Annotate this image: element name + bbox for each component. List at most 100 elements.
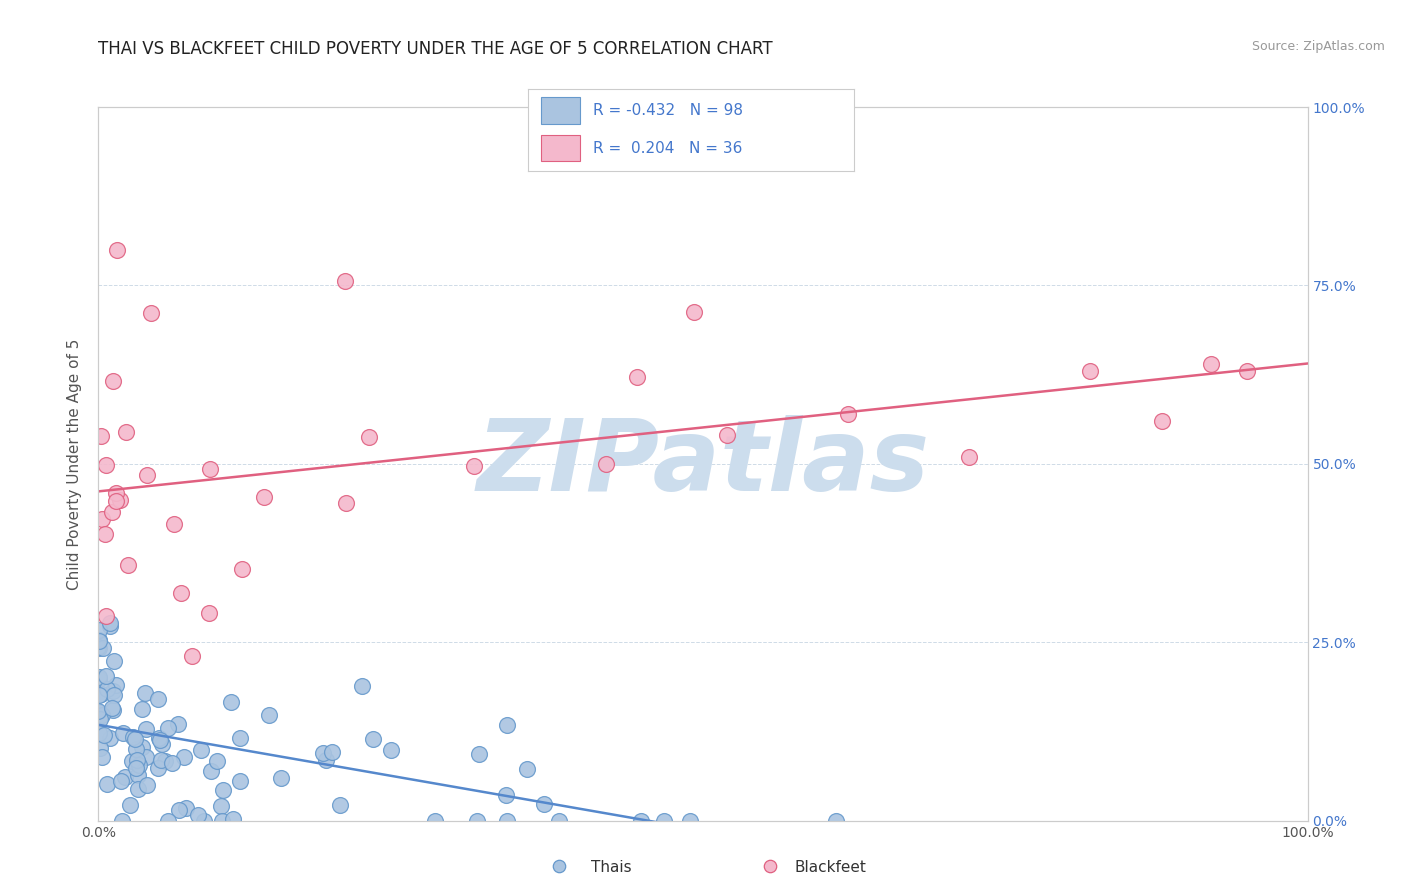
Point <box>361 731 384 746</box>
Bar <box>541 136 579 161</box>
Point <box>270 771 292 785</box>
Point <box>87 706 110 720</box>
Point <box>335 496 357 510</box>
Point <box>103 703 125 717</box>
Point <box>127 753 149 767</box>
Point <box>200 461 222 475</box>
Point <box>595 457 617 471</box>
Text: Thais: Thais <box>591 860 631 874</box>
Point <box>118 798 141 813</box>
Point <box>1199 357 1222 371</box>
Point <box>496 814 519 828</box>
Point <box>467 747 489 761</box>
Point <box>496 717 519 731</box>
Point <box>1236 364 1258 378</box>
Point <box>87 688 110 702</box>
Point <box>93 728 115 742</box>
Point <box>89 712 111 726</box>
Point <box>228 731 250 746</box>
Point <box>193 814 215 828</box>
Point <box>425 814 447 828</box>
Point <box>101 684 124 698</box>
Point <box>170 586 193 600</box>
Point <box>94 669 117 683</box>
Point <box>626 370 648 384</box>
Point <box>124 732 146 747</box>
Point <box>148 731 170 746</box>
Point <box>94 527 117 541</box>
Point <box>533 797 555 811</box>
Point <box>127 781 149 796</box>
Point <box>205 754 228 768</box>
Point <box>228 773 250 788</box>
Point <box>101 701 124 715</box>
Text: THAI VS BLACKFEET CHILD POVERTY UNDER THE AGE OF 5 CORRELATION CHART: THAI VS BLACKFEET CHILD POVERTY UNDER TH… <box>98 40 773 58</box>
Point <box>211 814 233 828</box>
Point <box>93 640 115 655</box>
Point <box>198 606 221 620</box>
Point <box>350 679 373 693</box>
Y-axis label: Child Poverty Under the Age of 5: Child Poverty Under the Age of 5 <box>67 338 83 590</box>
Point <box>630 814 652 828</box>
Point <box>548 858 571 872</box>
Point <box>114 770 136 784</box>
Point <box>105 243 128 257</box>
Point <box>200 764 222 779</box>
Point <box>824 814 846 828</box>
Point <box>124 761 146 775</box>
Point <box>131 740 153 755</box>
Point <box>465 814 488 828</box>
Point <box>94 609 117 624</box>
Point <box>359 430 381 444</box>
Point <box>335 274 357 288</box>
Point <box>181 648 204 663</box>
Point <box>89 634 111 648</box>
Point <box>128 758 150 772</box>
Point <box>96 682 118 697</box>
Point <box>149 733 172 747</box>
Point <box>112 726 135 740</box>
Point <box>1078 364 1101 378</box>
Point <box>98 616 121 631</box>
Point <box>547 814 569 828</box>
Point <box>104 494 127 508</box>
Bar <box>541 97 579 124</box>
Point <box>146 691 169 706</box>
Point <box>380 742 402 756</box>
Point <box>135 722 157 736</box>
Point <box>127 768 149 782</box>
Text: Source: ZipAtlas.com: Source: ZipAtlas.com <box>1251 40 1385 54</box>
Point <box>957 450 980 464</box>
Point <box>104 677 127 691</box>
Point <box>682 305 704 319</box>
Point <box>100 505 122 519</box>
Point <box>679 814 702 828</box>
Point <box>146 761 169 775</box>
Point <box>87 624 110 638</box>
Point <box>115 425 138 439</box>
Point <box>141 306 163 320</box>
Point <box>101 374 124 388</box>
Point <box>110 774 132 789</box>
Point <box>131 702 153 716</box>
Text: Blackfeet: Blackfeet <box>794 860 866 874</box>
Text: ZIPatlas: ZIPatlas <box>477 416 929 512</box>
Point <box>94 458 117 472</box>
Point <box>108 493 131 508</box>
Point <box>87 670 110 684</box>
Point <box>329 797 352 812</box>
Point <box>837 407 859 421</box>
Point <box>173 750 195 764</box>
Point <box>121 730 143 744</box>
Point <box>167 803 190 817</box>
Point <box>134 686 156 700</box>
Point <box>103 654 125 668</box>
Point <box>87 705 110 719</box>
Text: R =  0.204   N = 36: R = 0.204 N = 36 <box>593 141 742 156</box>
Point <box>211 783 233 797</box>
Point <box>87 672 110 686</box>
Point <box>174 801 197 815</box>
Text: R = -0.432   N = 98: R = -0.432 N = 98 <box>593 103 742 118</box>
Point <box>89 632 111 647</box>
Point <box>321 745 343 759</box>
